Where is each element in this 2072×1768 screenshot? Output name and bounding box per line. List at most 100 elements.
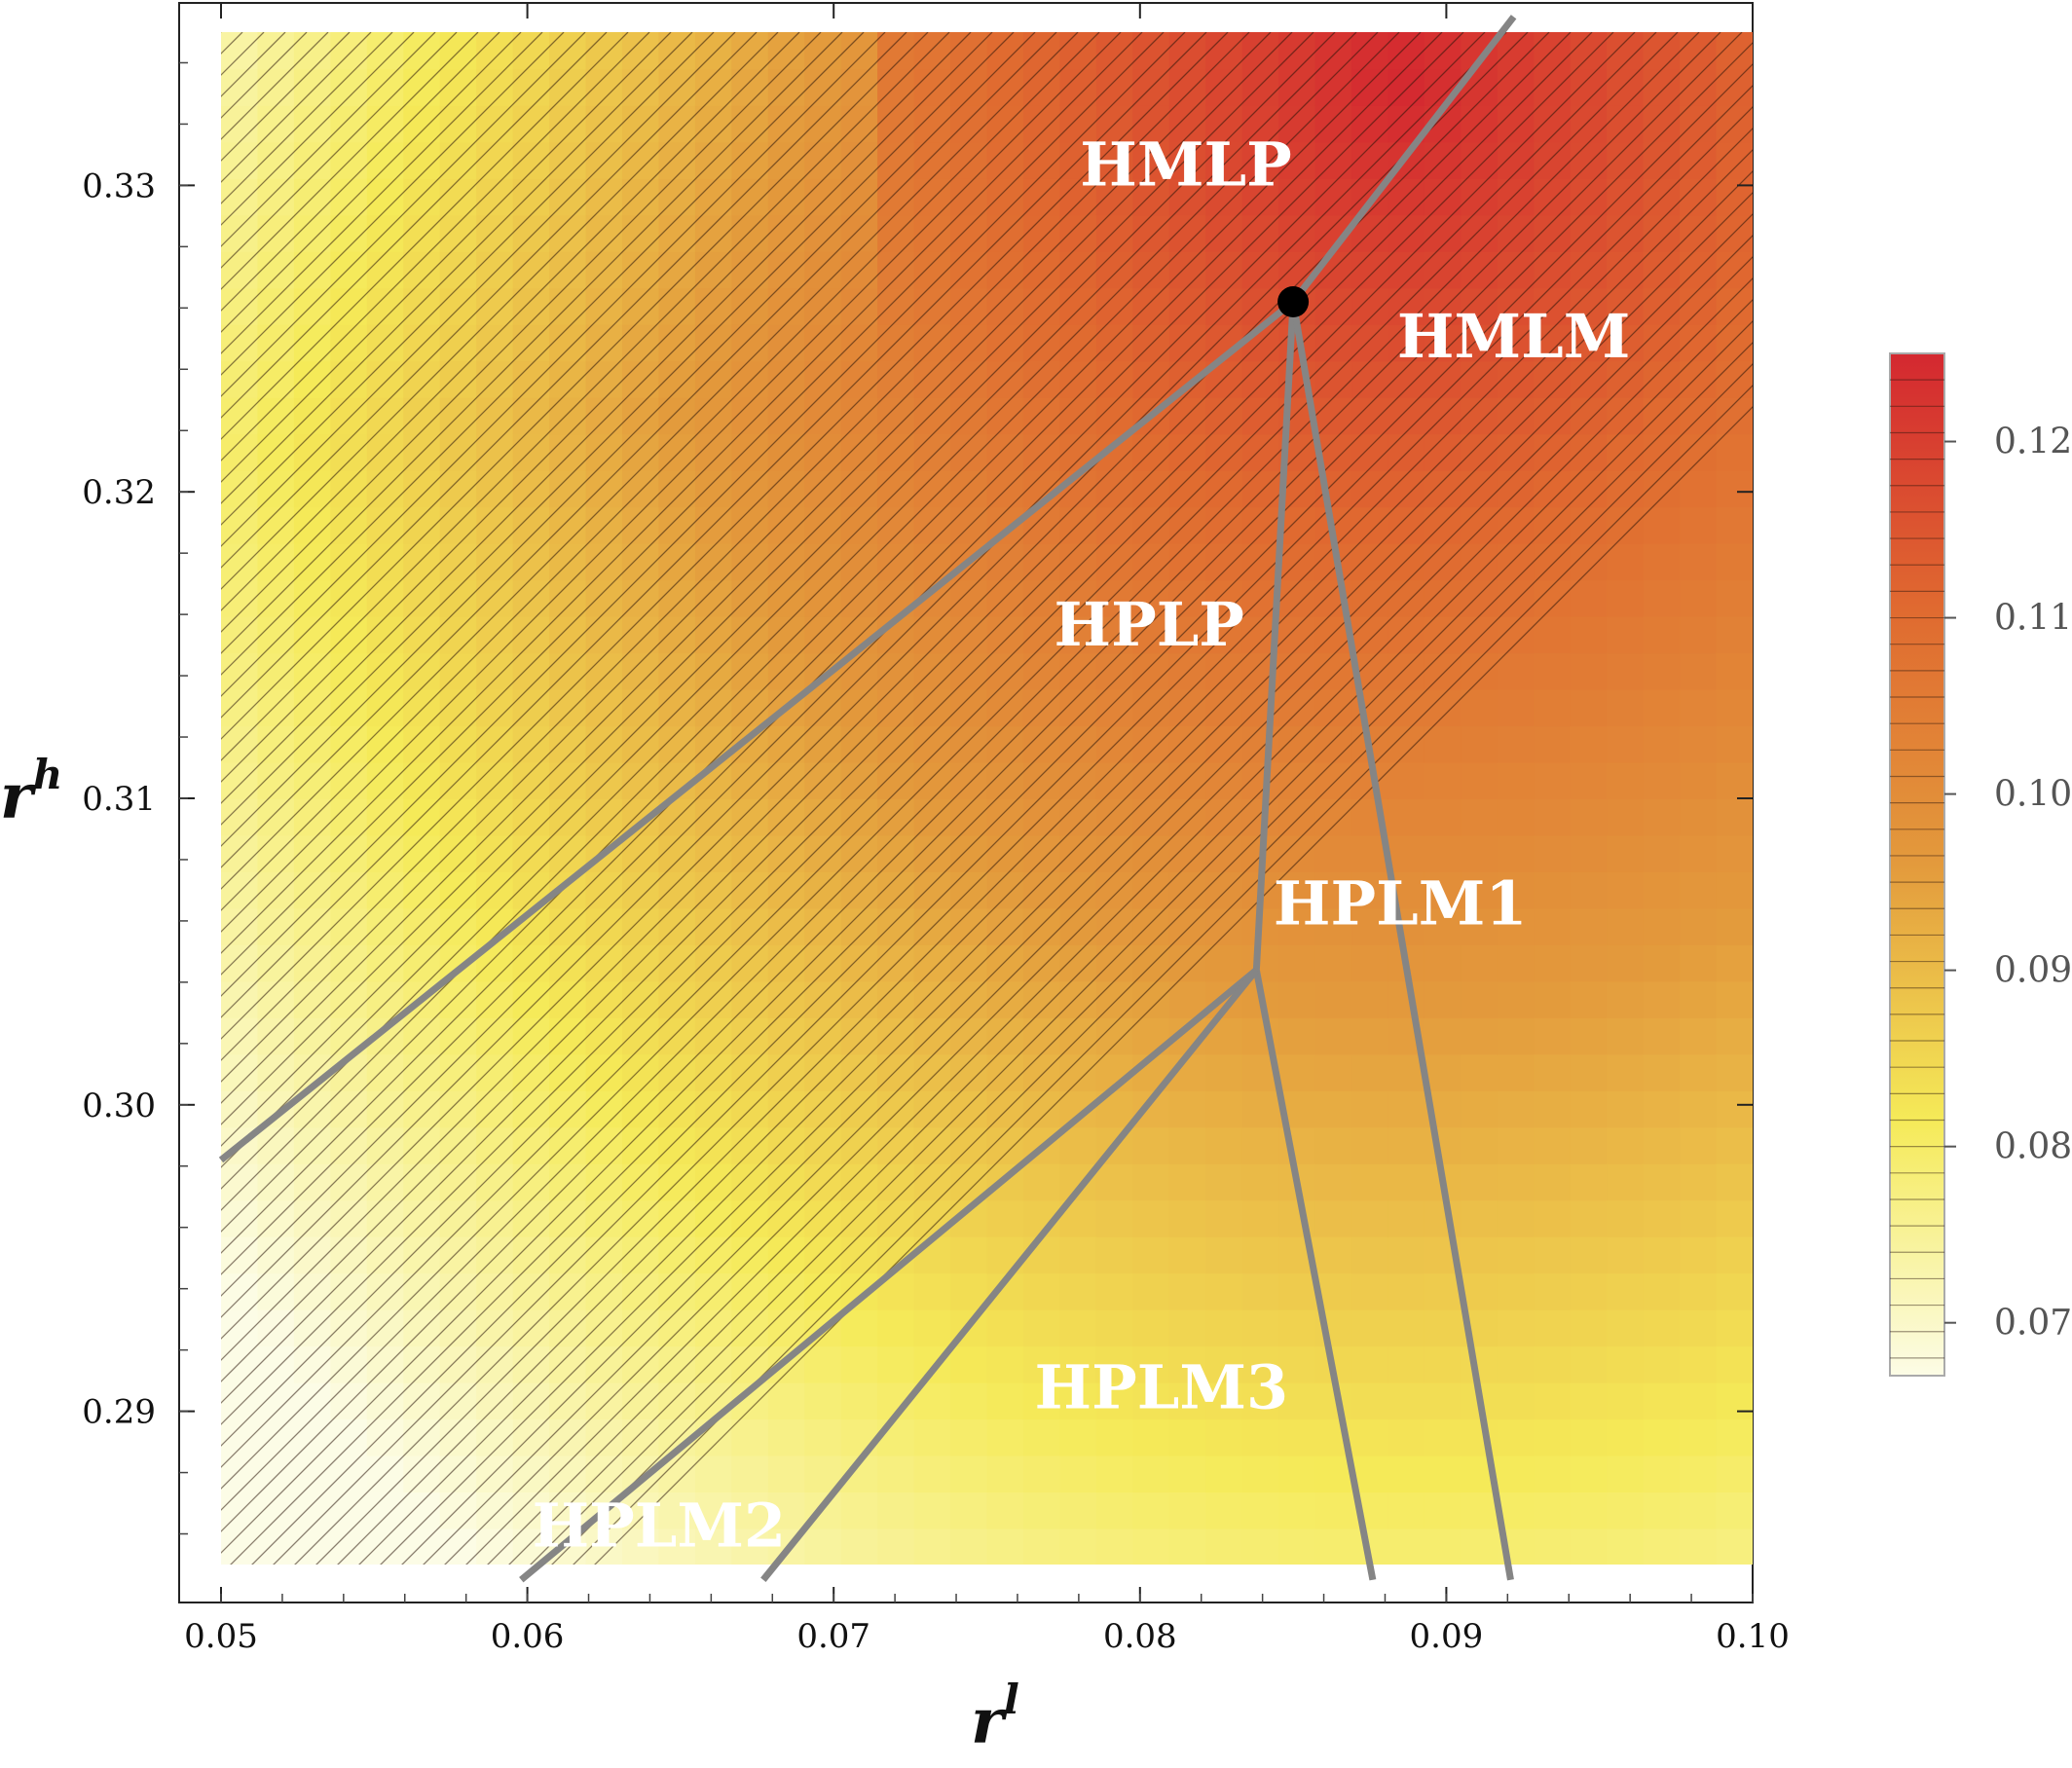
heatmap-cell [877,688,915,727]
contour-line [294,106,1753,1565]
heatmap-cell [694,360,733,398]
heatmap-cell [366,360,405,398]
heatmap-cell [1132,1345,1170,1383]
contour-line [0,32,7,1768]
heatmap-cell [1314,1528,1353,1565]
heatmap-cell [621,688,660,727]
colorbar-tick-label: 0.11 [1994,599,2072,639]
heatmap-cell [1388,469,1425,508]
heatmap-cell [1643,1272,1682,1310]
heatmap-cell [913,433,952,471]
heatmap-cell [694,177,733,216]
heatmap-cell [512,943,551,982]
heatmap-cell [1643,32,1682,70]
heatmap-cell [731,214,769,252]
heatmap-cell [1351,32,1389,70]
heatmap-cell [986,469,1024,508]
heatmap-cell [257,1308,295,1347]
heatmap-cell [658,1053,696,1091]
heatmap-cell [1424,433,1462,471]
heatmap-cell [293,32,332,70]
heatmap-cell [439,1345,478,1383]
heatmap-cell [804,980,842,1018]
heatmap-cell [1388,834,1425,872]
heatmap-cell [1607,688,1645,727]
heatmap-cell [1570,68,1609,106]
heatmap-cell [1095,1308,1134,1347]
heatmap-cell [1095,506,1134,544]
contour-line [221,32,715,526]
heatmap-cell [1607,652,1645,690]
heatmap-cell [658,68,696,106]
heatmap-cell [439,1162,478,1201]
heatmap-cell [840,943,879,982]
heatmap-cell [585,506,623,544]
heatmap-cell [950,834,988,872]
heatmap-cell [767,1455,806,1493]
heatmap-cell [877,506,915,544]
heatmap-cell [330,68,368,106]
heatmap-cell [731,1053,769,1091]
heatmap-cell [1643,870,1682,909]
heatmap-cell [221,360,259,398]
heatmap-cell [1278,1418,1316,1456]
heatmap-cell [986,542,1024,581]
heatmap-cell [1570,1053,1609,1091]
heatmap-cell [366,798,405,836]
contour-line [508,320,1753,1565]
heatmap-cell [1461,943,1498,982]
heatmap-cell [840,250,879,289]
heatmap-cell [1314,360,1353,398]
heatmap-cell [439,1126,478,1164]
heatmap-cell [731,652,769,690]
contour-line [380,192,1753,1565]
heatmap-cell [1095,1418,1134,1456]
region-label-hplm3: HPLM3 [1035,1352,1289,1423]
heatmap-cell [1570,652,1609,690]
heatmap-cell [366,688,405,727]
heatmap-cell [512,1418,551,1456]
heatmap-cell [950,688,988,727]
heatmap-cell [1205,688,1243,727]
heatmap-cell [658,870,696,909]
heatmap-cell [476,68,514,106]
heatmap-cell [1680,1235,1718,1274]
heatmap-cell [1132,1126,1170,1164]
heatmap-cell [1205,1272,1243,1310]
heatmap-cell [293,433,332,471]
heatmap-cell [840,798,879,836]
heatmap-cell [621,542,660,581]
heatmap-cell [731,360,769,398]
heatmap-cell [221,1381,259,1420]
heatmap-cell [1607,761,1645,799]
heatmap-cell [549,907,587,945]
heatmap-cell [1607,360,1645,398]
heatmap-cell [1022,1345,1061,1383]
heatmap-cell [1534,506,1572,544]
heatmap-cell [986,1528,1024,1565]
heatmap-cell [366,250,405,289]
heatmap-cell [986,1089,1024,1128]
heatmap-cell [293,725,332,763]
heatmap-cell [731,761,769,799]
contour-line [221,32,1379,1190]
heatmap-cell [767,870,806,909]
heatmap-cell [1424,870,1462,909]
heatmap-cell [221,870,259,909]
heatmap-cell [549,141,587,179]
heatmap-cell [1424,798,1462,836]
heatmap-cell [1205,1199,1243,1237]
heatmap-cell [257,104,295,143]
heatmap-cell [1716,1089,1753,1128]
heatmap-cell [1570,907,1609,945]
heatmap-cell [1314,177,1353,216]
heatmap-cell [403,652,441,690]
heatmap-cell [1205,506,1243,544]
heatmap-cell [330,323,368,362]
heatmap-cell [439,1528,478,1565]
heatmap-cell [439,360,478,398]
heatmap-cell [1461,980,1498,1018]
heatmap-cell [1022,761,1061,799]
heatmap-cell [1351,1126,1389,1164]
heatmap-cell [221,1199,259,1237]
